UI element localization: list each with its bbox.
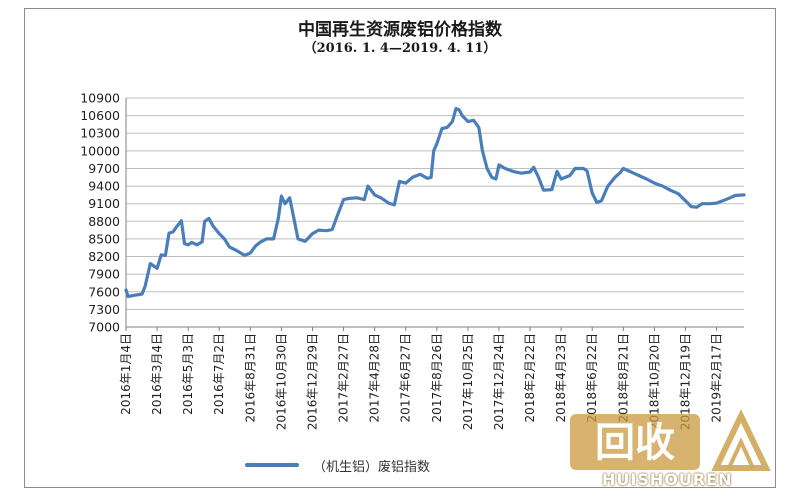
x-tick-label: 2016年12月29日: [305, 333, 319, 430]
x-tick-label: 2017年2月27日: [337, 333, 351, 422]
x-tick-label: 2016年1月4日: [119, 333, 133, 415]
y-tick-labels: 7000 7300 7600 7900 8200 8500 8800 9100 9400 9700…: [80, 91, 120, 335]
x-tick-label: 2017年6月27日: [399, 333, 413, 422]
chart-frame: 中国再生资源废铝价格指数 （2016. 1. 4—2019. 4. 11）: [24, 8, 776, 488]
x-tick-label: 2016年10月30日: [274, 333, 288, 430]
series-line: [124, 107, 746, 299]
legend-label: （机生铝）废铝指数: [313, 459, 431, 475]
x-tick-label: 2018年4月23日: [554, 333, 568, 422]
y-tick-label: 7300: [88, 302, 120, 317]
x-tick-label: 2018年6月22日: [585, 333, 599, 422]
recycle-logo-icon: 回收: [570, 410, 771, 471]
x-tick-label: 2016年7月2日: [212, 333, 226, 415]
y-tick-label: 10600: [80, 108, 120, 123]
y-tick-label: 10300: [80, 126, 120, 141]
x-tick-label: 2016年8月31日: [243, 333, 257, 422]
x-tick-label: 2017年8月26日: [430, 333, 444, 422]
x-tick-label: 2017年12月24日: [492, 333, 506, 430]
y-tick-label: 8800: [88, 214, 120, 229]
y-tick-label: 9400: [88, 179, 120, 194]
legend: （机生铝）废铝指数: [245, 455, 430, 475]
y-tick-label: 10000: [80, 143, 120, 158]
chart-subtitle: （2016. 1. 4—2019. 4. 11）: [303, 41, 497, 56]
axes: [125, 98, 744, 331]
grid-lines: [126, 97, 744, 328]
x-tick-label: 2018年8月21日: [616, 333, 630, 422]
x-tick-label: 2016年5月3日: [181, 333, 195, 415]
y-tick-label: 8200: [88, 249, 120, 264]
chart-title: 中国再生资源废铝价格指数: [298, 20, 502, 40]
y-tick-label: 7600: [88, 284, 120, 299]
x-tick-label: 2018年2月22日: [523, 333, 537, 422]
y-tick-label: 7000: [88, 320, 120, 335]
x-tick-label: 2016年3月4日: [150, 333, 164, 415]
y-tick-label: 8500: [88, 231, 120, 246]
x-tick-label: 2018年12月19日: [678, 333, 692, 430]
x-tick-label: 2018年10月20日: [647, 333, 661, 430]
x-tick-label: 2019年2月17日: [710, 333, 724, 422]
series-layer: [124, 107, 746, 299]
y-tick-label: 7900: [88, 267, 120, 282]
x-tick-label: 2017年10月25日: [461, 333, 475, 430]
x-tick-label: 2017年4月28日: [368, 333, 382, 422]
logo-text: 回收: [595, 420, 675, 466]
brand-text: HUISHOUREN: [602, 470, 733, 489]
y-tick-label: 9700: [88, 161, 120, 176]
x-tick-labels: 2016年1月4日 2016年3月4日 2016年5月3日 2016年7月2日 2016…: [119, 333, 724, 430]
y-tick-label: 10900: [80, 91, 120, 106]
legend-swatch: [245, 463, 299, 467]
watermark-logo: 回收 HUISHOUREN: [566, 410, 776, 489]
y-tick-label: 9100: [88, 196, 120, 211]
